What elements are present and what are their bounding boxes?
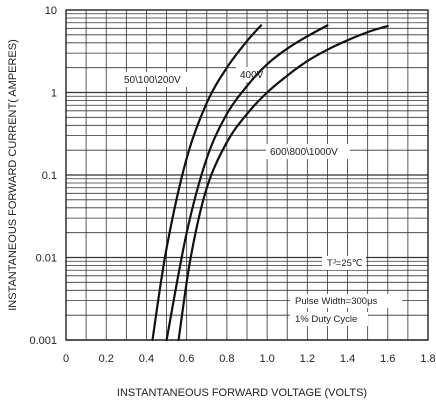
y-tick-label: 10 <box>45 5 57 17</box>
y-tick-label: 0.01 <box>36 253 57 265</box>
x-tick-label: 0.6 <box>179 353 194 365</box>
series-curve-1 <box>151 24 263 342</box>
x-tick-label: 0.2 <box>99 353 114 365</box>
temperature-annotation: Tᴶ=25℃ <box>327 258 363 269</box>
series-curve-3 <box>177 24 389 342</box>
label-background <box>290 294 402 308</box>
x-tick-label: 1.8 <box>420 353 435 365</box>
x-tick-labels: 0 0.2 0.4 0.6 0.8 1.0 1.2 1.4 1.6 1.8 <box>63 353 436 365</box>
label-background <box>266 144 350 159</box>
series-label-2: 400V <box>240 70 264 81</box>
y-tick-label: 0.001 <box>29 335 57 347</box>
x-tick-label: 1.6 <box>380 353 395 365</box>
label-background <box>236 67 266 82</box>
plot-frame <box>65 9 429 341</box>
y-axis-label: INSTANTANEOUS FORWARD CURRENT( AMPERES) <box>7 39 19 311</box>
x-axis-label: INSTANTANEOUS FORWARD VOLTAGE (VOLTS) <box>117 387 367 399</box>
duty-cycle-annotation: 1% Duty Cycle <box>295 314 357 325</box>
x-tick-label: 1.2 <box>300 353 315 365</box>
y-tick-label: 1 <box>51 88 57 100</box>
x-tick-label: 0 <box>63 353 69 365</box>
series-label-1: 50\100\200V <box>124 75 181 86</box>
label-background <box>120 72 192 87</box>
x-tick-label: 1.0 <box>259 353 274 365</box>
series-curve-2 <box>165 24 329 342</box>
label-background <box>290 312 368 326</box>
pulse-width-annotation: Pulse Width=300μs <box>295 296 378 307</box>
y-tick-label: 0.1 <box>42 170 57 182</box>
label-background <box>322 256 366 270</box>
grid-lines <box>66 10 428 341</box>
series-label-3: 600\800\1000V <box>270 147 338 158</box>
x-tick-label: 0.8 <box>219 353 234 365</box>
y-tick-labels: 0.001 0.01 0.1 1 10 <box>29 5 57 347</box>
curves <box>151 24 389 342</box>
x-tick-label: 0.4 <box>139 353 154 365</box>
x-tick-label: 1.4 <box>340 353 355 365</box>
